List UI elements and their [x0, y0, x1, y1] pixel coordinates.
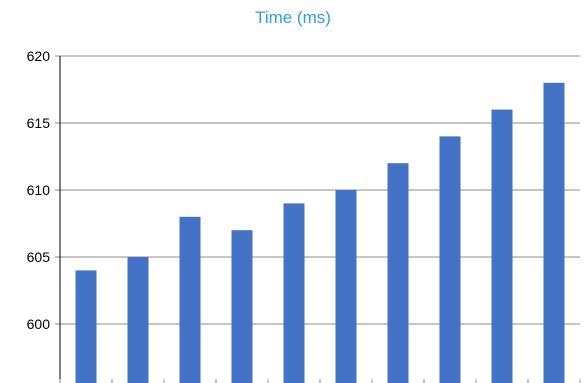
- bar-4: [231, 230, 253, 383]
- y-tick-label-610: 610: [27, 182, 51, 198]
- y-tick-label-600: 600: [27, 316, 51, 332]
- chart-title: Time (ms): [255, 8, 331, 27]
- bar-5: [283, 203, 305, 383]
- bar-9: [491, 109, 513, 383]
- bar-6: [335, 190, 357, 383]
- bar-1: [75, 270, 97, 383]
- y-tick-label-605: 605: [27, 249, 51, 265]
- bar-2: [127, 257, 149, 383]
- y-tick-label-615: 615: [27, 115, 51, 131]
- bar-8: [439, 136, 461, 383]
- bar-7: [387, 163, 409, 383]
- y-tick-label-620: 620: [27, 48, 51, 64]
- bar-10: [543, 82, 565, 383]
- bar-3: [179, 216, 201, 383]
